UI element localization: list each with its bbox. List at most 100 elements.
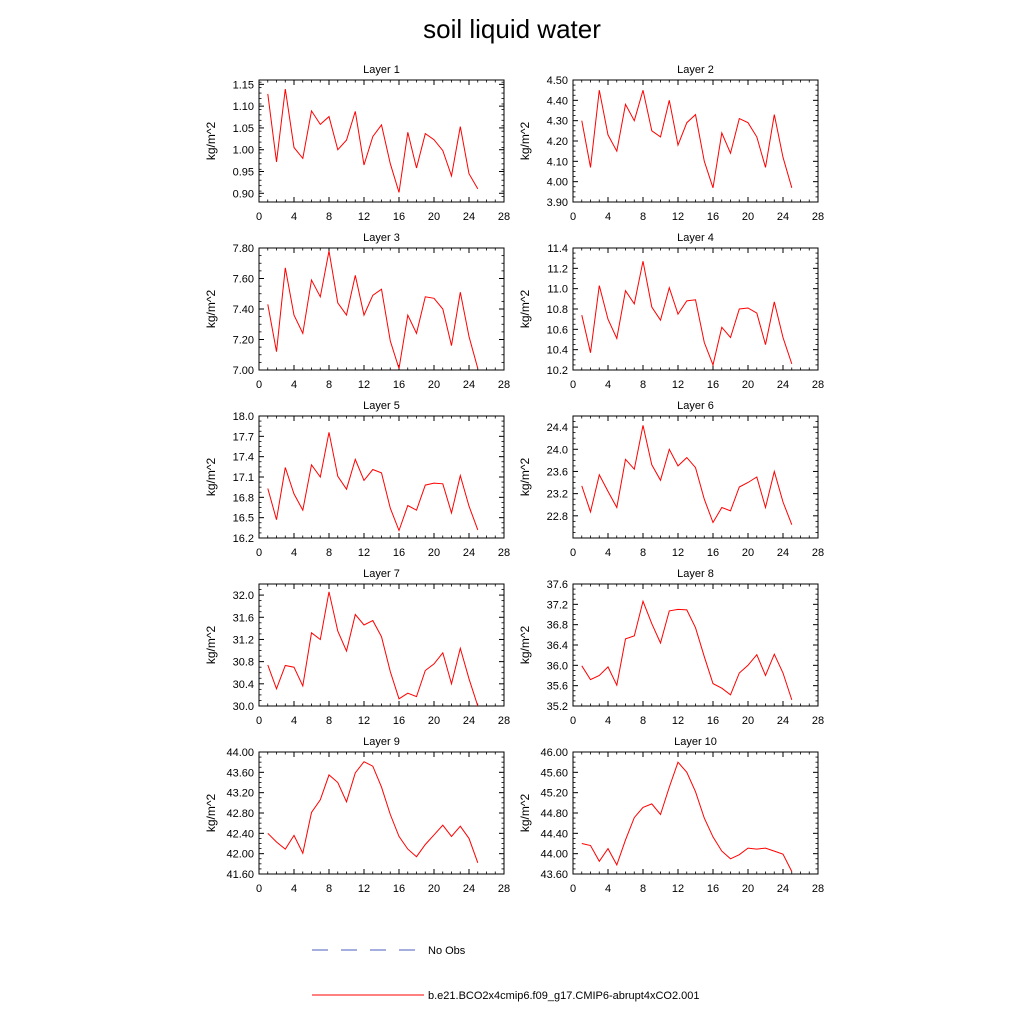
x-tick-label: 28 — [812, 715, 824, 727]
x-tick-label: 20 — [742, 715, 754, 727]
y-tick-label: 1.15 — [233, 79, 254, 91]
y-tick-label: 4.40 — [547, 95, 568, 107]
y-tick-label: 31.2 — [233, 634, 254, 646]
panel-layer-2: Layer 2 0 4 8 12 16 20 24 28 3.90 4.00 4.10 4.20 4.30… — [518, 64, 824, 223]
y-tick-label: 46.00 — [540, 747, 568, 759]
y-tick-label: 11.4 — [547, 243, 568, 255]
plot-frame — [258, 415, 505, 539]
x-tick-label: 16 — [707, 379, 719, 391]
panel-layer-6: Layer 6 0 4 8 12 16 20 24 28 22.8 23.2 23.6 24.0 24.4… — [518, 400, 824, 559]
y-tick-label: 16.2 — [233, 533, 254, 545]
x-tick-label: 16 — [393, 211, 405, 223]
y-tick-label: 44.00 — [226, 747, 254, 759]
x-tick-label: 24 — [777, 379, 789, 391]
x-tick-label: 16 — [707, 211, 719, 223]
y-tick-label: 4.20 — [547, 136, 568, 148]
x-tick-label: 20 — [742, 379, 754, 391]
series-line — [581, 761, 793, 872]
panel-layer-8: Layer 8 0 4 8 12 16 20 24 28 35.2 35.6 36.0 36.4 36.8… — [518, 568, 824, 727]
x-tick-label: 24 — [463, 547, 475, 559]
panel-title: Layer 4 — [677, 232, 714, 244]
x-tick-label: 28 — [498, 379, 510, 391]
series-line — [581, 261, 793, 367]
y-tick-label: 0.95 — [233, 167, 254, 179]
series-line — [581, 90, 793, 188]
x-tick-label: 16 — [707, 715, 719, 727]
y-tick-label: 17.7 — [233, 431, 254, 443]
y-axis-label: kg/m^2 — [518, 626, 532, 665]
y-tick-label: 18.0 — [233, 411, 254, 423]
series-line — [267, 761, 479, 863]
y-tick-label: 4.00 — [547, 177, 568, 189]
y-tick-label: 45.60 — [540, 767, 568, 779]
panel-layer-5: Layer 5 0 4 8 12 16 20 24 28 16.2 16.5 16.8 17.1 17.4… — [204, 400, 510, 559]
y-tick-label: 1.10 — [233, 101, 254, 113]
x-tick-label: 12 — [672, 379, 684, 391]
x-tick-label: 4 — [291, 715, 297, 727]
x-tick-label: 12 — [672, 211, 684, 223]
y-axis-label: kg/m^2 — [518, 458, 532, 497]
panel-title: Layer 8 — [677, 568, 714, 580]
y-axis-label: kg/m^2 — [204, 794, 218, 833]
x-tick-label: 12 — [358, 211, 370, 223]
y-tick-label: 11.2 — [547, 263, 568, 275]
panel-layer-1: Layer 1 0 4 8 12 16 20 24 28 0.90 0.95 1.00 1.05 1.10… — [204, 64, 510, 223]
y-tick-label: 43.60 — [540, 869, 568, 881]
panel-layer-10: Layer 10 0 4 8 12 16 20 24 28 43.60 44.00 44.40 44.8… — [518, 736, 824, 895]
x-tick-label: 4 — [291, 547, 297, 559]
x-tick-label: 20 — [428, 211, 440, 223]
y-axis-label: kg/m^2 — [204, 122, 218, 161]
y-tick-label: 11.0 — [547, 284, 568, 296]
x-tick-label: 12 — [358, 547, 370, 559]
series-line — [267, 591, 479, 707]
panel-title: Layer 2 — [677, 64, 714, 76]
x-tick-label: 4 — [605, 883, 611, 895]
y-tick-label: 17.1 — [233, 472, 254, 484]
y-tick-label: 10.8 — [547, 304, 568, 316]
legend: No Obs b.e21.BCO2x4cmip6.f09_g17.CMIP6-ab… — [312, 945, 700, 1002]
x-tick-label: 20 — [428, 379, 440, 391]
x-tick-label: 28 — [498, 547, 510, 559]
panel-title: Layer 1 — [363, 64, 400, 76]
y-axis-label: kg/m^2 — [518, 290, 532, 329]
x-tick-label: 8 — [640, 379, 646, 391]
y-tick-label: 30.4 — [233, 679, 254, 691]
y-tick-label: 7.20 — [233, 335, 254, 347]
series-line — [267, 89, 479, 193]
x-tick-label: 24 — [777, 883, 789, 895]
y-tick-label: 37.6 — [547, 579, 568, 591]
x-tick-label: 4 — [605, 211, 611, 223]
y-tick-label: 30.0 — [233, 701, 254, 713]
y-tick-label: 41.60 — [226, 869, 254, 881]
plot-frame — [572, 583, 819, 707]
series-line — [267, 432, 479, 532]
plot-frame — [258, 79, 505, 203]
x-tick-label: 8 — [326, 547, 332, 559]
plot-frame — [572, 751, 819, 875]
x-tick-label: 20 — [428, 547, 440, 559]
plot-frame — [572, 415, 819, 539]
y-tick-label: 43.20 — [226, 788, 254, 800]
x-tick-label: 12 — [672, 883, 684, 895]
x-tick-label: 0 — [570, 379, 576, 391]
y-axis-label: kg/m^2 — [204, 290, 218, 329]
x-tick-label: 28 — [812, 547, 824, 559]
y-tick-label: 24.4 — [547, 422, 568, 434]
panel-title: Layer 5 — [363, 400, 400, 412]
x-tick-label: 0 — [256, 379, 262, 391]
x-tick-label: 16 — [393, 547, 405, 559]
x-tick-label: 4 — [291, 883, 297, 895]
x-tick-label: 24 — [463, 715, 475, 727]
y-tick-label: 23.6 — [547, 466, 568, 478]
x-tick-label: 4 — [605, 547, 611, 559]
x-tick-label: 16 — [707, 883, 719, 895]
x-tick-label: 8 — [326, 211, 332, 223]
y-tick-label: 45.20 — [540, 788, 568, 800]
y-axis-label: kg/m^2 — [204, 458, 218, 497]
series-line — [581, 599, 793, 701]
x-tick-label: 0 — [256, 883, 262, 895]
y-tick-label: 4.10 — [547, 156, 568, 168]
x-tick-label: 4 — [291, 211, 297, 223]
